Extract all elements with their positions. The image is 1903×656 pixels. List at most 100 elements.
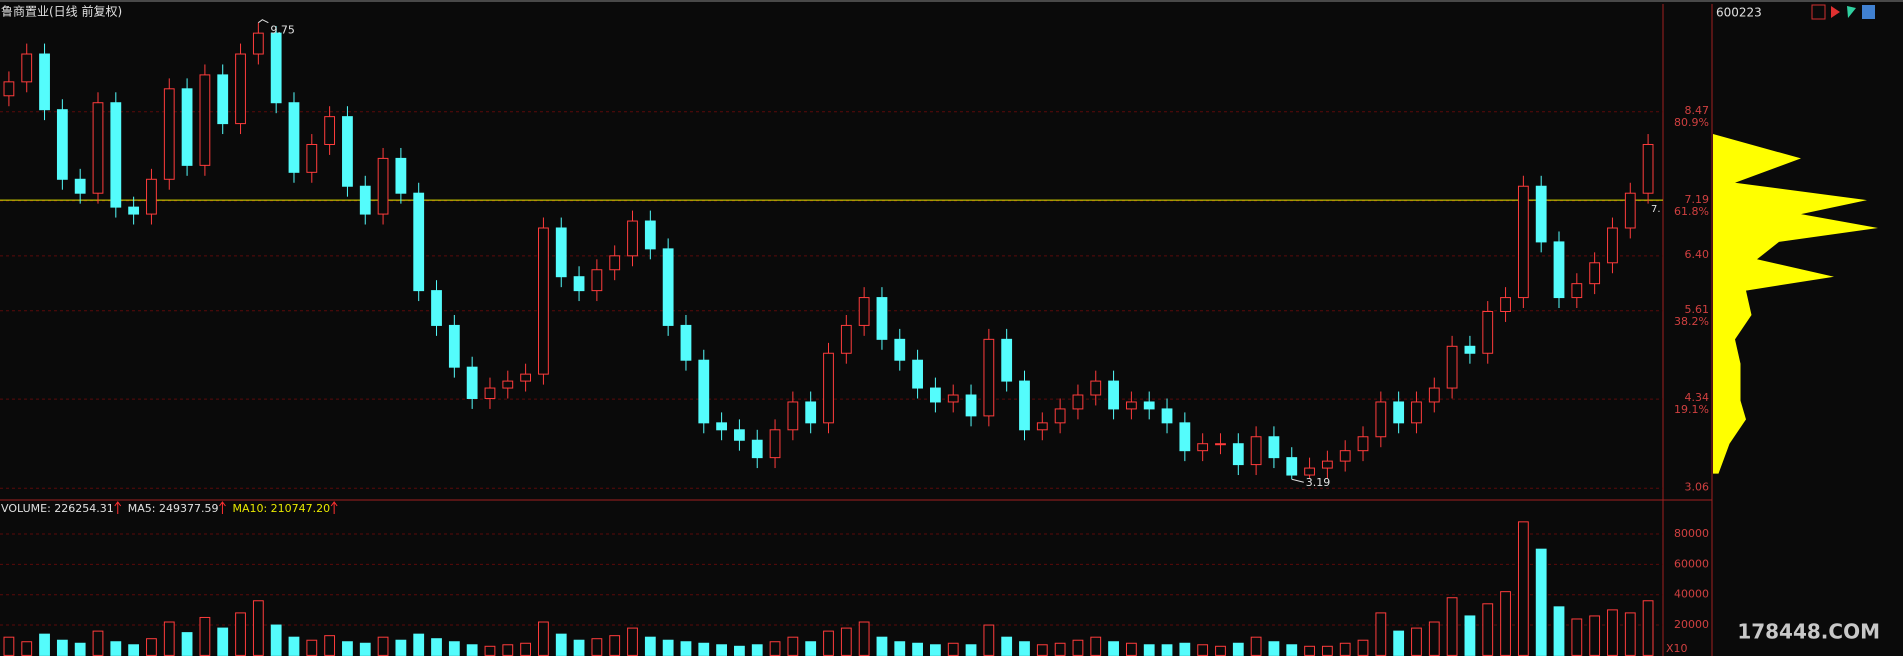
y-tick-label: 80000 <box>1674 527 1709 540</box>
candle-body <box>1179 422 1191 452</box>
candle-body <box>1393 401 1405 424</box>
volume-bar <box>680 641 692 656</box>
candle-body <box>1446 345 1458 389</box>
candle-body <box>270 32 282 104</box>
candle-body <box>288 102 300 173</box>
candle-body <box>1250 436 1262 466</box>
legend-arrow <box>330 501 338 514</box>
volume-bar <box>413 633 425 656</box>
tool-icon[interactable] <box>1847 6 1856 18</box>
candle-body <box>1054 408 1066 424</box>
candle-body <box>1304 467 1315 476</box>
candle-body <box>1108 380 1119 410</box>
volume-bar <box>39 633 50 656</box>
tool-icon[interactable] <box>1862 5 1875 19</box>
volume-bar <box>644 636 656 656</box>
candle-body <box>199 74 211 166</box>
volume-bar <box>288 636 300 656</box>
volume-bar <box>538 621 549 656</box>
candle-body <box>1197 443 1209 452</box>
watermark: 178448.COM <box>1737 620 1880 644</box>
candle-body <box>555 227 567 278</box>
candle-body <box>21 53 33 83</box>
volume-bar <box>1642 600 1654 656</box>
volume-bar <box>181 632 193 656</box>
candle-body <box>591 269 603 292</box>
candle-body <box>716 422 727 431</box>
volume-bar <box>342 641 353 656</box>
candle-body <box>146 178 157 215</box>
volume-bar <box>947 642 959 656</box>
volume-bar <box>930 644 941 656</box>
candle-body <box>1517 185 1529 299</box>
volume-bar <box>1197 644 1209 656</box>
candle-body <box>1215 443 1226 446</box>
tool-icon[interactable] <box>1831 6 1840 18</box>
volume-bar <box>74 642 86 656</box>
volume-bar <box>502 644 514 656</box>
volume-bar <box>769 641 781 656</box>
volume-bar <box>3 636 15 656</box>
candle-body <box>876 297 888 340</box>
volume-bar <box>1161 644 1173 656</box>
volume-bar <box>1464 615 1476 656</box>
volume-bar <box>1215 645 1226 656</box>
volume-bar <box>1001 636 1013 656</box>
volume-bar <box>1553 606 1565 656</box>
volume-bar <box>110 641 122 656</box>
volume-bar <box>912 642 923 656</box>
candle-body <box>484 387 496 399</box>
volume-bar <box>1286 644 1298 656</box>
volume-bar <box>734 645 745 656</box>
candle-body <box>627 220 638 257</box>
legend-entry: MA10: 210747.20 <box>232 502 330 515</box>
fib-label: 19.1% <box>1674 403 1709 416</box>
volume-bar <box>146 638 157 656</box>
low-label: 3.19 <box>1306 476 1331 489</box>
y-tick-label: 4.34 <box>1685 391 1710 404</box>
candle-body <box>1286 457 1298 476</box>
candle-body <box>1500 297 1511 312</box>
tool-icon[interactable] <box>1811 4 1826 20</box>
candle-body <box>751 439 763 459</box>
candle-body <box>395 157 407 194</box>
candle-body <box>662 248 674 326</box>
volume-bar <box>1143 644 1155 656</box>
candle-body <box>823 352 834 424</box>
candle-body <box>1143 401 1155 410</box>
volume-bar <box>823 630 834 656</box>
chart-title: 鲁商置业(日线 前复权) <box>1 4 122 19</box>
candle-body <box>56 109 68 180</box>
legend-arrow <box>114 501 122 514</box>
fib-label: 80.9% <box>1674 116 1709 129</box>
candle-body <box>502 380 514 389</box>
volume-bar <box>324 635 336 656</box>
volume-bar <box>983 624 995 656</box>
y-tick-label: 20000 <box>1674 618 1709 631</box>
candle-body <box>377 157 389 215</box>
volume-bar <box>1250 636 1262 656</box>
candle-body <box>359 185 371 215</box>
volume-bar <box>1072 639 1084 656</box>
candle-body <box>787 401 799 431</box>
volume-bar <box>609 635 621 656</box>
candle-body <box>163 88 175 180</box>
volume-bar <box>1321 645 1333 656</box>
candle-body <box>413 192 425 292</box>
volume-bar <box>662 639 674 656</box>
volume-bar <box>965 644 977 656</box>
candle-body <box>520 373 532 382</box>
candle-body <box>1090 380 1102 396</box>
candle-body <box>538 227 549 375</box>
volume-bar <box>698 642 710 656</box>
volume-bar <box>1108 641 1119 656</box>
volume-bar <box>1589 615 1601 656</box>
volume-bar <box>431 638 442 656</box>
candle-body <box>1642 143 1654 194</box>
y-tick-label: 5.61 <box>1685 303 1710 316</box>
candle-body <box>1125 401 1137 410</box>
candle-body <box>1232 443 1244 466</box>
volume-bar <box>1304 645 1315 656</box>
candle-body <box>769 429 781 459</box>
